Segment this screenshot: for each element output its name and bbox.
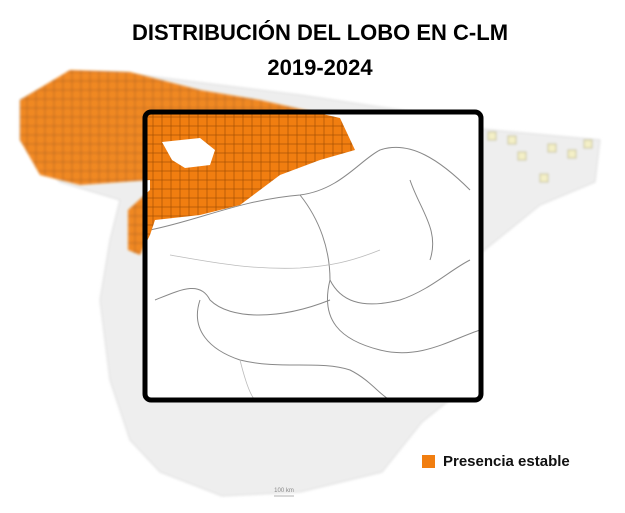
legend-label: Presencia estable: [443, 453, 570, 470]
province-lines: [149, 146, 481, 400]
subtitle: 2019-2024: [267, 55, 373, 80]
focus-box: [142, 109, 484, 403]
legend-swatch: [422, 455, 435, 468]
scale-label: 100 km: [274, 488, 294, 494]
gap: [162, 138, 215, 168]
title: DISTRIBUCIÓN DEL LOBO EN C-LM: [132, 20, 508, 45]
